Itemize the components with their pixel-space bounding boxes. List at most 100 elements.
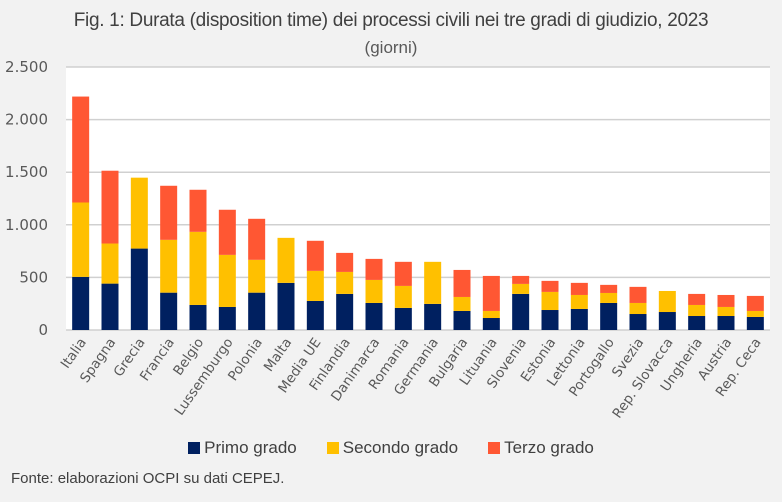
bar-stack bbox=[336, 252, 354, 330]
bar-segment bbox=[160, 239, 178, 293]
bar-segment bbox=[306, 300, 324, 330]
bar-segment bbox=[365, 279, 383, 303]
bar-stack bbox=[600, 284, 618, 330]
y-tick-label: 1.500 bbox=[5, 163, 48, 181]
bar-segment bbox=[277, 237, 295, 283]
bar-segment bbox=[453, 296, 471, 311]
bar-segment bbox=[512, 283, 530, 294]
bar-stack bbox=[658, 290, 676, 330]
source-note: Fonte: elaborazioni OCPI su dati CEPEJ. bbox=[11, 470, 285, 487]
legend-item: Primo grado bbox=[188, 438, 297, 458]
legend-swatch bbox=[488, 442, 501, 454]
gridlines bbox=[66, 66, 770, 331]
bar-segment bbox=[336, 271, 354, 294]
bar-segment bbox=[72, 276, 90, 330]
bar-segment bbox=[512, 293, 530, 330]
bar-stack bbox=[101, 170, 119, 330]
bar-segment bbox=[394, 307, 412, 330]
bar-segment bbox=[218, 209, 236, 255]
bar-segment bbox=[688, 293, 706, 305]
bar-stack bbox=[570, 282, 588, 330]
bar-segment bbox=[72, 96, 90, 203]
bar-segment bbox=[688, 316, 706, 330]
bar-segment bbox=[453, 310, 471, 330]
bar-segment bbox=[248, 259, 266, 293]
legend-label: Primo grado bbox=[204, 438, 297, 457]
bar-segment bbox=[482, 275, 500, 311]
bar-segment bbox=[453, 269, 471, 297]
bar-stack bbox=[717, 294, 735, 330]
bar-segment bbox=[248, 292, 266, 330]
bar-segment bbox=[688, 304, 706, 317]
bar-stack bbox=[248, 218, 266, 330]
bar-segment bbox=[72, 202, 90, 277]
bar-segment bbox=[218, 306, 236, 330]
bar-stack bbox=[512, 275, 530, 330]
legend-swatch bbox=[188, 442, 201, 454]
bar-segment bbox=[424, 303, 442, 330]
bar-segment bbox=[424, 261, 442, 304]
bar-segment bbox=[394, 285, 412, 308]
bar-segment bbox=[541, 310, 559, 330]
bar-segment bbox=[629, 286, 647, 303]
bar-segment bbox=[482, 318, 500, 330]
bar-stack bbox=[482, 275, 500, 330]
y-tick-label: 2.000 bbox=[5, 111, 48, 129]
bar-segment bbox=[600, 284, 618, 293]
bar-stack bbox=[189, 189, 207, 330]
bar-segment bbox=[365, 258, 383, 280]
bar-segment bbox=[189, 231, 207, 305]
bar-segment bbox=[365, 302, 383, 330]
plot-area bbox=[66, 67, 770, 330]
bar-segment bbox=[218, 254, 236, 307]
bar-segment bbox=[570, 282, 588, 295]
bar-stack bbox=[394, 261, 412, 330]
bar-segment bbox=[541, 280, 559, 292]
bar-segment bbox=[160, 185, 178, 240]
bar-segment bbox=[248, 218, 266, 260]
legend-item: Terzo grado bbox=[488, 438, 594, 458]
bar-stack bbox=[746, 295, 764, 330]
bar-segment bbox=[189, 304, 207, 330]
bar-stack bbox=[306, 240, 324, 330]
legend-swatch bbox=[326, 442, 339, 454]
bar-stack bbox=[541, 280, 559, 330]
y-tick-label: 500 bbox=[19, 268, 48, 286]
bar-segment bbox=[717, 316, 735, 330]
bar-segment bbox=[101, 170, 119, 244]
bar-segment bbox=[717, 294, 735, 307]
bar-segment bbox=[746, 310, 764, 317]
x-axis-labels: ItaliaSpagnaGreciaFranciaBelgioLussembur… bbox=[58, 335, 765, 421]
bar-segment bbox=[160, 292, 178, 330]
stacked-bar-chart: 0 500 1.000 1.500 2.000 2.500 ItaliaSpagnaGre… bbox=[5, 58, 770, 421]
bar-segment bbox=[629, 314, 647, 330]
y-tick-label: 0 bbox=[38, 321, 48, 339]
bar-stack bbox=[130, 177, 148, 330]
bar-segment bbox=[600, 302, 618, 330]
bar-stack bbox=[72, 96, 90, 330]
bar-segment bbox=[570, 294, 588, 309]
bar-segment bbox=[717, 306, 735, 317]
bar-segment bbox=[746, 316, 764, 330]
bar-segment bbox=[570, 308, 588, 330]
bar-segment bbox=[336, 252, 354, 272]
bar-segment bbox=[394, 261, 412, 286]
bar-segment bbox=[658, 312, 676, 330]
bar-stack bbox=[629, 286, 647, 330]
bar-segment bbox=[130, 248, 148, 330]
bars bbox=[72, 96, 764, 330]
bar-stack bbox=[688, 293, 706, 330]
bar-stack bbox=[424, 261, 442, 330]
bar-segment bbox=[130, 177, 148, 249]
bar-segment bbox=[658, 290, 676, 313]
bar-segment bbox=[600, 292, 618, 303]
bar-segment bbox=[482, 310, 500, 319]
chart-subtitle: (giorni) bbox=[364, 38, 418, 57]
legend-label: Secondo grado bbox=[342, 438, 459, 457]
bar-segment bbox=[629, 302, 647, 315]
bar-segment bbox=[306, 240, 324, 271]
bar-segment bbox=[101, 283, 119, 330]
bar-stack bbox=[160, 185, 178, 330]
bar-segment bbox=[277, 282, 295, 330]
bar-stack bbox=[218, 209, 236, 330]
